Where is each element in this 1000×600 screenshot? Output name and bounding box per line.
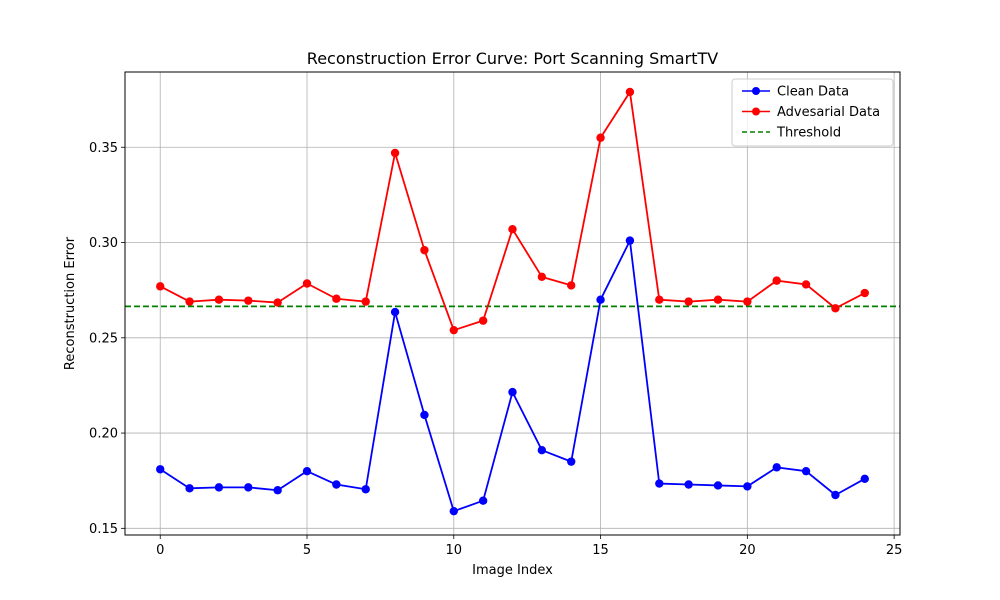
data-point-clean — [596, 295, 605, 304]
legend-label-clean: Clean Data — [777, 85, 849, 100]
data-point-adversarial — [185, 297, 194, 306]
x-axis: 0 5 10 15 20 25 — [156, 535, 902, 558]
data-point-clean — [302, 466, 312, 476]
data-point-clean — [801, 466, 811, 476]
y-tick-label: 0.35 — [89, 141, 118, 156]
data-point-clean — [156, 465, 165, 474]
data-point-adversarial — [478, 316, 488, 325]
legend-marker-adversarial — [752, 107, 760, 116]
y-axis-label: Reconstruction Error — [63, 236, 78, 370]
y-tick-label: 0.25 — [89, 331, 118, 346]
data-point-adversarial — [831, 304, 840, 313]
data-point-adversarial — [244, 296, 253, 305]
y-tick-label: 0.20 — [89, 427, 118, 442]
data-point-clean — [860, 474, 869, 483]
data-point-clean — [567, 457, 576, 466]
data-point-adversarial — [684, 297, 693, 306]
chart-title: Reconstruction Error Curve: Port Scannin… — [307, 49, 718, 68]
data-point-clean — [420, 410, 429, 420]
data-point-clean — [244, 483, 253, 492]
data-point-clean — [831, 490, 840, 500]
data-point-clean — [772, 463, 781, 472]
data-point-clean — [273, 486, 282, 495]
x-tick-label: 25 — [886, 543, 903, 558]
data-point-adversarial — [361, 297, 370, 306]
y-axis: 0.15 0.20 0.25 0.30 0.35 — [89, 141, 125, 537]
data-point-clean — [537, 446, 547, 455]
x-axis-label: Image Index — [472, 563, 553, 578]
y-tick-label: 0.30 — [89, 236, 118, 251]
legend-box — [731, 78, 894, 147]
x-tick-label: 10 — [446, 543, 463, 558]
data-point-clean — [508, 387, 517, 397]
legend-marker-clean — [752, 87, 760, 95]
x-tick-label: 0 — [156, 543, 164, 558]
data-point-adversarial — [772, 276, 781, 285]
x-tick-label: 5 — [303, 543, 311, 558]
data-point-adversarial — [156, 282, 165, 291]
data-point-clean — [361, 485, 370, 494]
series-line-clean — [159, 239, 866, 513]
data-point-adversarial — [302, 279, 312, 288]
data-point-clean — [684, 480, 693, 489]
y-tick-label: 0.15 — [89, 522, 118, 537]
data-point-adversarial — [273, 298, 282, 307]
data-point-adversarial — [420, 245, 429, 255]
data-point-clean — [185, 484, 194, 493]
legend-label-adversarial: Advesarial Data — [777, 105, 880, 120]
data-point-clean — [449, 506, 458, 516]
legend: Clean Data Advesarial Data Threshold — [731, 78, 894, 147]
data-point-adversarial — [596, 133, 605, 142]
legend-label-threshold: Threshold — [776, 126, 841, 141]
series-group — [156, 87, 869, 516]
data-point-adversarial — [860, 288, 869, 298]
data-point-clean — [625, 236, 635, 245]
data-point-clean — [713, 481, 723, 490]
data-point-adversarial — [625, 87, 635, 97]
data-point-adversarial — [508, 224, 517, 234]
data-point-adversarial — [567, 281, 576, 290]
data-point-clean — [390, 307, 400, 317]
x-tick-label: 15 — [592, 543, 609, 558]
data-point-adversarial — [743, 297, 752, 306]
data-point-clean — [332, 480, 341, 489]
data-point-adversarial — [214, 295, 224, 304]
data-point-clean — [214, 483, 224, 492]
data-point-adversarial — [390, 148, 400, 158]
x-tick-label: 20 — [739, 543, 756, 558]
data-point-adversarial — [332, 294, 341, 303]
data-point-adversarial — [655, 295, 664, 304]
data-point-adversarial — [801, 280, 811, 289]
data-point-adversarial — [713, 295, 723, 304]
data-point-adversarial — [449, 325, 458, 335]
data-point-clean — [478, 496, 488, 505]
data-point-adversarial — [537, 272, 547, 282]
data-point-clean — [743, 482, 752, 491]
plot-frame — [124, 71, 901, 536]
data-point-clean — [655, 479, 664, 488]
